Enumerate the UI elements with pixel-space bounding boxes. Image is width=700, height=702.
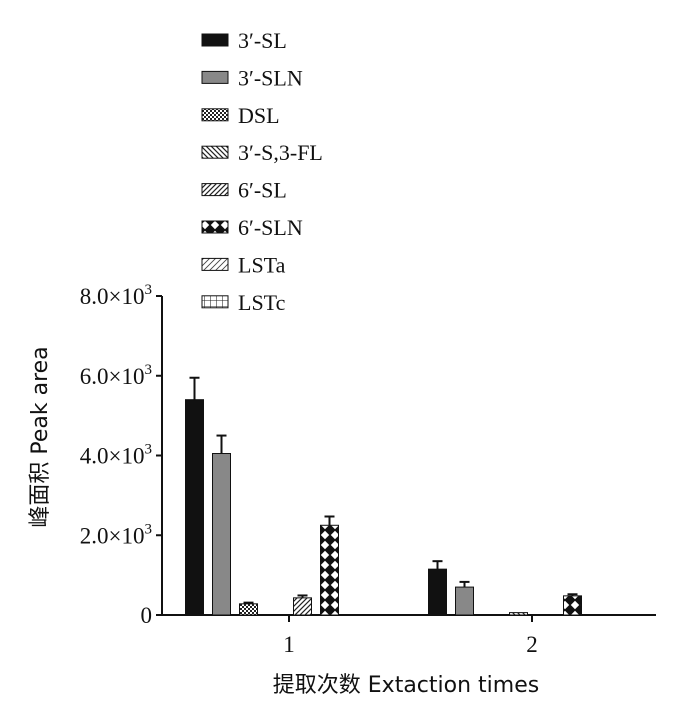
y-tick-base: 0 — [141, 603, 153, 628]
y-tick-label: 0 — [141, 603, 153, 628]
legend-label: 6′-SLN — [238, 215, 303, 240]
y-axis-label: 峰面积 Peak area — [28, 346, 53, 527]
y-tick-label: 8.0×103 — [80, 282, 152, 309]
y-tick-base: 4.0×10 — [80, 444, 145, 469]
bar — [428, 568, 447, 616]
legend-swatch — [201, 33, 229, 47]
legend-swatch — [201, 108, 229, 122]
y-tick-label: 4.0×103 — [80, 442, 152, 469]
legend-swatch — [201, 183, 229, 197]
legend-label: LSTc — [238, 290, 286, 315]
bar — [563, 595, 582, 616]
x-tick-label: 2 — [526, 632, 538, 657]
x-axis-label: 提取次数 Extaction times — [273, 673, 539, 698]
bar — [239, 603, 258, 616]
y-tick-exponent: 3 — [145, 282, 153, 298]
legend-label: LSTa — [238, 252, 286, 277]
y-tick-exponent: 3 — [145, 362, 153, 378]
legend-label: 3′-S,3-FL — [238, 140, 323, 165]
y-tick-exponent: 3 — [145, 442, 153, 458]
legend: 3′-SL 3′-SLN DSL 3′-S,3-FL 6′-SL 6′-SLN LSTa LS… — [201, 28, 323, 315]
bar — [185, 399, 204, 616]
legend-swatch — [201, 295, 229, 309]
bar-group — [185, 376, 582, 616]
bar — [320, 524, 339, 616]
legend-swatch — [201, 145, 229, 159]
legend-swatch — [201, 257, 229, 271]
y-tick-exponent: 3 — [145, 521, 153, 537]
y-tick-label: 6.0×103 — [80, 362, 152, 389]
legend-swatch — [201, 70, 229, 84]
legend-label: DSL — [238, 103, 280, 128]
y-tick-base: 2.0×10 — [80, 523, 145, 548]
y-tick-base: 6.0×10 — [80, 364, 145, 389]
bar — [293, 597, 312, 616]
y-tick-base: 8.0×10 — [80, 284, 145, 309]
legend-swatch — [201, 220, 229, 234]
bar — [455, 586, 474, 616]
bar — [212, 453, 231, 616]
bar — [509, 612, 528, 616]
y-tick-label: 2.0×103 — [80, 521, 152, 548]
x-tick-label: 1 — [283, 632, 295, 657]
legend-label: 3′-SLN — [238, 65, 303, 90]
legend-label: 6′-SL — [238, 178, 287, 203]
legend-label: 3′-SL — [238, 28, 287, 53]
